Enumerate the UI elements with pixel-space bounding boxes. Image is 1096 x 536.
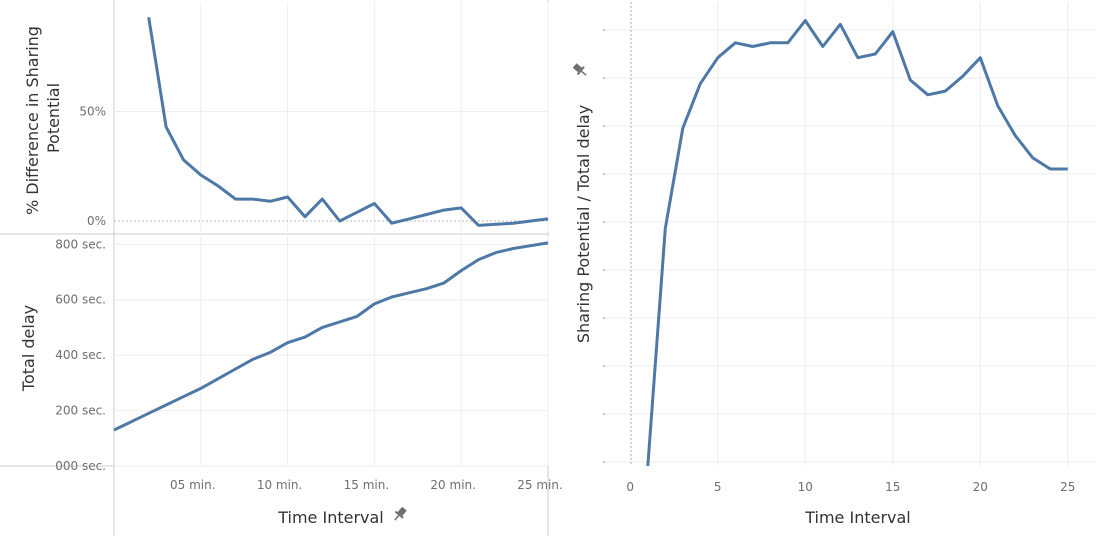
ratio-x-axis-title: Time Interval [804, 508, 911, 527]
pin-icon[interactable] [571, 62, 589, 79]
total-delay-chart: 800 sec. 600 sec. 400 sec. 200 sec. 000 sec.… [19, 236, 563, 527]
pin-icon[interactable] [391, 505, 408, 523]
delay-y-tick-label: 000 sec. [55, 459, 106, 473]
ratio-y-ticks [603, 29, 605, 463]
left-x-axis-title: Time Interval [277, 508, 384, 527]
ratio-chart: 0 5 10 15 20 25 Sharing Potential / Total del… [571, 2, 1094, 527]
delay-y-ticks: 800 sec. 600 sec. 400 sec. 200 sec. 000 sec. [55, 237, 106, 473]
x-tick-label: 20 min. [430, 478, 476, 492]
x-tick-label: 15 min. [344, 478, 390, 492]
ratio-x-tick-label: 20 [973, 480, 988, 494]
pct-y-tick-label: 0% [87, 214, 106, 228]
x-tick-label: 05 min. [170, 478, 216, 492]
delay-y-axis-title: Total delay [19, 305, 38, 392]
ratio-x-tick-label: 10 [798, 480, 813, 494]
total-delay-line [113, 241, 549, 432]
delay-y-tick-label: 200 sec. [55, 404, 106, 418]
pct-y-title-line1: % Difference in Sharing [23, 26, 42, 215]
pct-y-title-line2: Potential [44, 83, 63, 153]
pct-y-ticks: 50% 0% [79, 105, 106, 229]
pct-difference-line [147, 17, 549, 227]
pct-y-tick-label: 50% [79, 105, 106, 119]
delay-y-tick-label: 600 sec. [55, 293, 106, 307]
x-tick-label: 10 min. [257, 478, 303, 492]
ratio-y-axis-title: Sharing Potential / Total delay [574, 105, 593, 343]
pct-difference-chart: 50% 0% % Difference in Sharing Potential [23, 2, 549, 232]
ratio-x-ticks: 0 5 10 15 20 25 [626, 480, 1075, 494]
ratio-line [646, 19, 1068, 467]
x-tick-label: 25 min. [517, 478, 563, 492]
ratio-x-tick-label: 15 [885, 480, 900, 494]
ratio-x-tick-label: 0 [626, 480, 634, 494]
delay-x-ticks: 05 min. 10 min. 15 min. 20 min. 25 min. [170, 478, 563, 492]
pct-grid [114, 2, 549, 232]
delay-y-tick-label: 400 sec. [55, 348, 106, 362]
ratio-x-tick-label: 5 [714, 480, 722, 494]
delay-y-tick-label: 800 sec. [55, 237, 106, 251]
ratio-grid [604, 2, 1094, 466]
delay-grid [114, 236, 549, 467]
ratio-x-tick-label: 25 [1060, 480, 1075, 494]
pct-y-axis-title: % Difference in Sharing Potential [23, 21, 63, 215]
